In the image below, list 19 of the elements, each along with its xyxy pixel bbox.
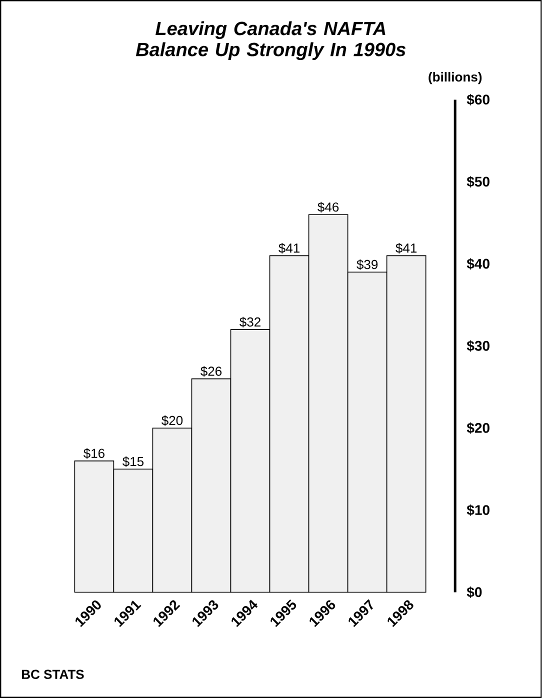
data-label: $15 [122,456,144,467]
y-tick-label: $40 [466,258,490,270]
y-axis-title: (billions) [428,72,482,84]
data-label: $39 [356,259,378,270]
y-tick-label: $20 [466,422,490,434]
y-tick-label: $50 [466,176,490,188]
data-label: $46 [318,202,339,212]
data-label: $32 [240,316,261,328]
chart-title: Leaving Canada's NAFTA Balance Up Strongly In 1990s [136,21,406,60]
data-label: $41 [396,242,417,254]
data-label: $26 [200,366,222,377]
y-tick-label: $0 [466,586,482,598]
y-tick-label: $60 [466,94,490,106]
data-label: $16 [84,448,105,459]
y-tick-label: $10 [466,504,490,516]
data-label: $20 [162,415,183,426]
y-tick-label: $30 [466,340,490,352]
text: BC STATS [22,670,84,679]
data-label: $41 [278,242,300,254]
